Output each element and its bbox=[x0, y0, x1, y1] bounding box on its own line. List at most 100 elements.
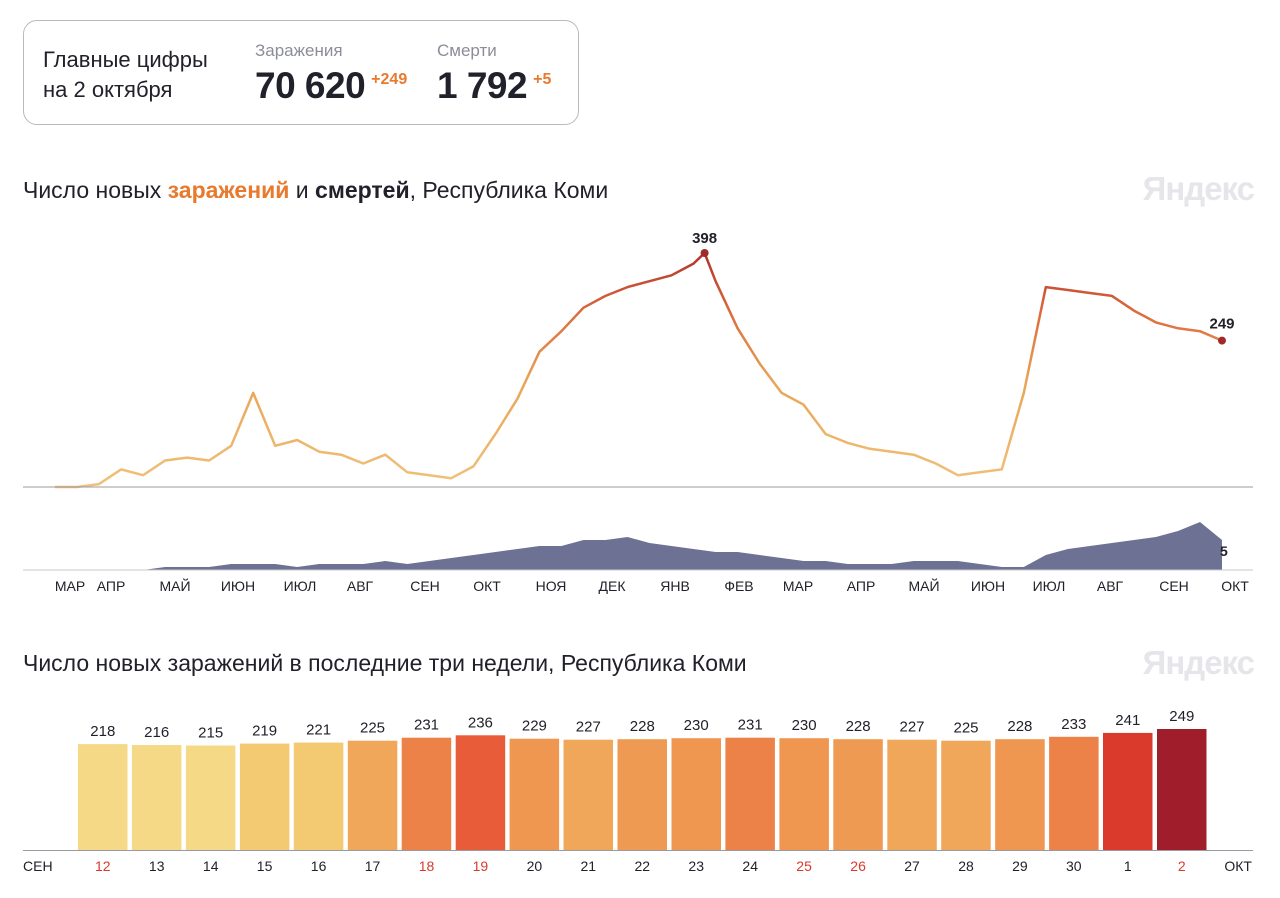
x-tick-label: ОКТ bbox=[1221, 578, 1249, 594]
bar bbox=[995, 739, 1045, 850]
summary-title-line2: на 2 октября bbox=[43, 77, 173, 102]
infections-stat: Заражения 70 620 +249 bbox=[255, 41, 407, 107]
x-tick-label: АПР bbox=[97, 578, 126, 594]
bar bbox=[1049, 736, 1099, 850]
bar-category-label: 22 bbox=[635, 858, 651, 874]
x-tick-label: МАР bbox=[783, 578, 813, 594]
x-tick-label: МАЙ bbox=[908, 577, 939, 594]
line-chart: 398 249 5 МАР АПР МАЙ ИЮН ИЮЛ АВГ СЕН ОКТ НОЯ ДЕК ЯНВ… bbox=[23, 230, 1253, 594]
bar bbox=[455, 735, 506, 850]
bar-value-label: 219 bbox=[252, 723, 277, 740]
peak-label: 398 bbox=[692, 230, 717, 247]
bar bbox=[833, 739, 883, 850]
bar-value-label: 230 bbox=[792, 717, 817, 734]
x-tick-label: ИЮЛ bbox=[284, 578, 317, 594]
bar-category-label: 2 bbox=[1178, 858, 1186, 874]
bar-category-label: 27 bbox=[904, 858, 920, 874]
bar bbox=[617, 739, 667, 850]
line-chart-title: Число новых заражений и смертей, Республ… bbox=[23, 177, 608, 204]
bar-category-label: 23 bbox=[688, 858, 704, 874]
bar-category-label: 20 bbox=[527, 858, 543, 874]
bar-value-label: 236 bbox=[468, 714, 493, 731]
summary-title: Главные цифры на 2 октября bbox=[43, 45, 208, 105]
x-tick-label: АПР bbox=[847, 578, 876, 594]
bar bbox=[779, 738, 829, 850]
line-chart-title-infections: заражений bbox=[167, 177, 290, 203]
bar-category-label: 24 bbox=[742, 858, 758, 874]
bar-category-label: 15 bbox=[257, 858, 273, 874]
bar-value-label: 231 bbox=[414, 717, 439, 734]
bar bbox=[941, 740, 991, 850]
bar bbox=[347, 740, 398, 850]
summary-card: Главные цифры на 2 октября Заражения 70 … bbox=[23, 20, 579, 125]
bar-value-label: 241 bbox=[1115, 712, 1140, 729]
yandex-logo-2: Яндекс bbox=[1142, 644, 1255, 681]
last-infections-label: 249 bbox=[1209, 316, 1234, 333]
x-tick-label: НОЯ bbox=[536, 578, 567, 594]
bar-value-label: 218 bbox=[90, 723, 115, 740]
bar-value-label: 221 bbox=[306, 722, 331, 739]
month-end-label: ОКТ bbox=[1224, 858, 1252, 874]
x-tick-label: МАР bbox=[55, 578, 85, 594]
last-deaths-label: 5 bbox=[1220, 543, 1228, 559]
bar bbox=[509, 738, 560, 850]
bar-value-label: 228 bbox=[630, 718, 655, 735]
deaths-delta: +5 bbox=[533, 71, 552, 88]
bar bbox=[671, 738, 721, 850]
bar-value-label: 228 bbox=[846, 718, 871, 735]
x-tick-label: ИЮН bbox=[971, 578, 1005, 594]
infections-line-series bbox=[55, 251, 1223, 489]
bar bbox=[131, 745, 182, 850]
x-tick-label: ДЕК bbox=[599, 578, 627, 594]
bar-value-label: 229 bbox=[522, 718, 547, 735]
bar-value-label: 225 bbox=[360, 720, 385, 737]
x-tick-label: АВГ bbox=[347, 578, 374, 594]
bar bbox=[78, 744, 128, 850]
x-tick-label: ОКТ bbox=[473, 578, 501, 594]
month-start-label: СЕН bbox=[23, 858, 53, 874]
bar-category-label: 21 bbox=[581, 858, 597, 874]
x-tick-label: АВГ bbox=[1097, 578, 1124, 594]
bar-value-label: 230 bbox=[684, 717, 709, 734]
bar bbox=[185, 745, 236, 850]
x-tick-label: ИЮЛ bbox=[1033, 578, 1066, 594]
bar-category-label: 30 bbox=[1066, 858, 1082, 874]
line-chart-title-suffix: , Республика Коми bbox=[409, 177, 609, 203]
bar-chart-title: Число новых заражений в последние три не… bbox=[23, 650, 747, 676]
bar-category-label: 26 bbox=[850, 858, 866, 874]
line-chart-title-prefix: Число новых bbox=[23, 177, 168, 203]
bar-category-label: 13 bbox=[149, 858, 165, 874]
bar bbox=[725, 737, 775, 850]
bar-value-label: 227 bbox=[899, 719, 924, 736]
x-tick-label: ЯНВ bbox=[660, 578, 690, 594]
x-tick-label: МАЙ bbox=[159, 577, 190, 594]
bar bbox=[401, 737, 452, 850]
bar bbox=[887, 739, 937, 850]
bar bbox=[239, 743, 290, 850]
bar-category-label: 17 bbox=[365, 858, 381, 874]
bar-value-label: 228 bbox=[1007, 718, 1032, 735]
x-tick-label: СЕН bbox=[1159, 578, 1189, 594]
bar bbox=[1103, 732, 1153, 850]
bar-value-label: 225 bbox=[953, 720, 978, 737]
infections-total: 70 620 bbox=[255, 65, 366, 106]
deaths-total: 1 792 bbox=[437, 65, 528, 106]
infections-label: Заражения bbox=[255, 41, 343, 60]
bar-chart: 2181221613215142191522116225172311823619… bbox=[23, 708, 1253, 874]
bar-category-label: 16 bbox=[311, 858, 327, 874]
bar-category-label: 1 bbox=[1124, 858, 1132, 874]
bar-category-label: 19 bbox=[473, 858, 489, 874]
line-chart-title-deaths: смертей bbox=[315, 177, 410, 203]
last-infections-point bbox=[1218, 336, 1226, 345]
x-tick-label: ИЮН bbox=[221, 578, 255, 594]
bar-category-label: 18 bbox=[419, 858, 435, 874]
infections-delta: +249 bbox=[371, 71, 408, 88]
peak-point bbox=[700, 249, 709, 257]
bar bbox=[1157, 729, 1207, 850]
yandex-logo: Яндекс bbox=[1142, 170, 1255, 207]
bar-value-label: 249 bbox=[1169, 708, 1194, 725]
bar bbox=[563, 739, 613, 850]
bar bbox=[293, 742, 344, 850]
deaths-stat: Смерти 1 792 +5 bbox=[437, 41, 551, 107]
deaths-label: Смерти bbox=[437, 41, 497, 60]
